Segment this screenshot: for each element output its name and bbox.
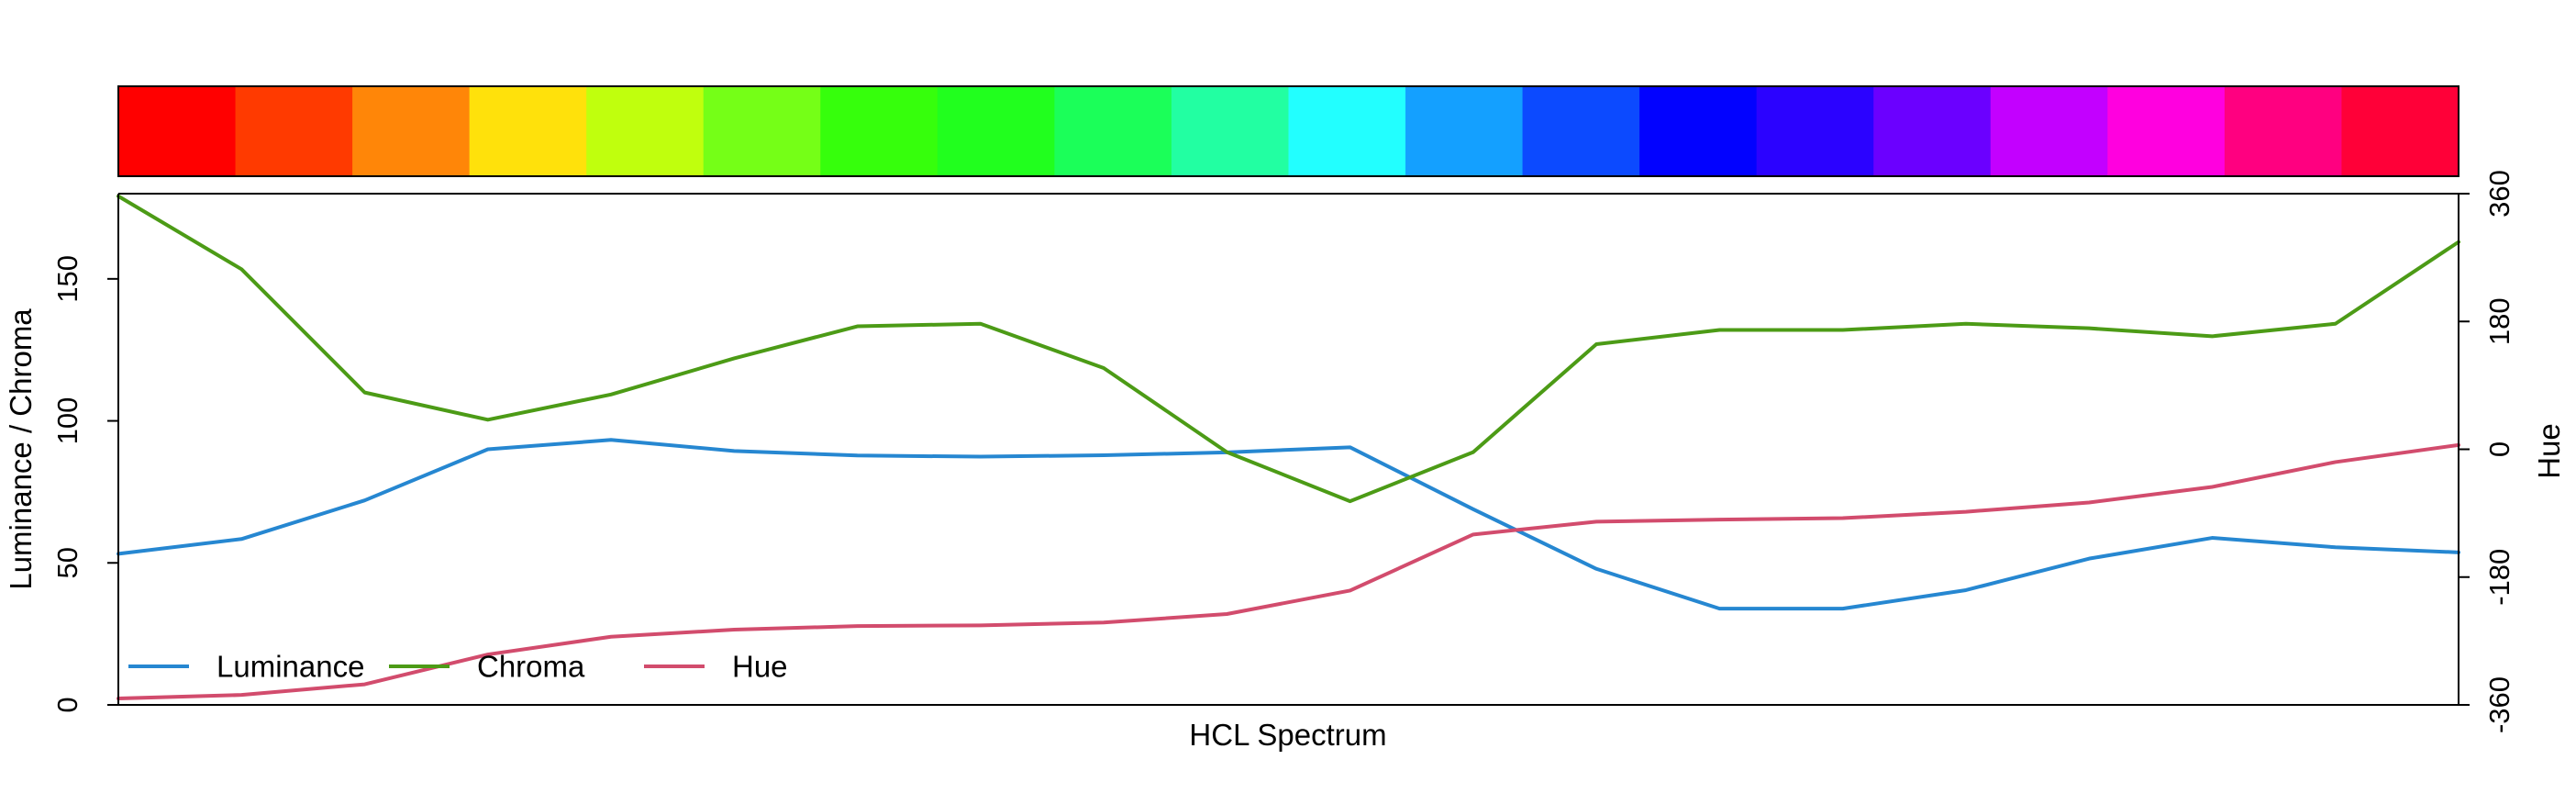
- color-swatch: [1288, 86, 1406, 176]
- color-swatch: [1639, 86, 1758, 176]
- right-axis-tick-label: 360: [2483, 170, 2515, 218]
- color-swatch: [1756, 86, 1874, 176]
- right-axis-tick-label: -180: [2483, 549, 2515, 606]
- right-axis-tick-label: -360: [2483, 676, 2515, 733]
- left-y-axis-title: Luminance / Chroma: [4, 308, 38, 590]
- left-y-axis: 0 50 100 150: [51, 194, 119, 713]
- color-swatch: [1054, 86, 1172, 176]
- right-axis-tick-label: 0: [2483, 441, 2515, 457]
- color-swatch: [937, 86, 1055, 176]
- color-swatch: [586, 86, 705, 176]
- color-swatch: [352, 86, 471, 176]
- plot-series-group: [117, 194, 2460, 701]
- color-swatch: [1171, 86, 1290, 176]
- right-y-axis-title: Hue: [2532, 423, 2566, 479]
- swatch-strip-border: [117, 85, 2459, 177]
- series-line-chroma: [117, 194, 2460, 504]
- color-swatch-strip: [118, 86, 2459, 176]
- legend-label-chroma: Chroma: [477, 650, 585, 684]
- left-axis-tick-label: 150: [51, 255, 83, 303]
- color-swatch: [1522, 86, 1640, 176]
- color-swatch: [820, 86, 938, 176]
- series-line-luminance: [117, 438, 2460, 611]
- right-y-axis: -360 -180 0 180 360: [2458, 170, 2515, 733]
- right-axis-tick-label: 180: [2483, 297, 2515, 345]
- color-swatch: [2224, 86, 2343, 176]
- left-axis-tick-label: 50: [51, 547, 83, 578]
- color-swatch: [469, 86, 587, 176]
- legend-label-luminance: Luminance: [217, 650, 364, 684]
- color-swatch: [1990, 86, 2108, 176]
- color-swatch: [2107, 86, 2226, 176]
- color-swatch: [235, 86, 353, 176]
- left-axis-tick-label: 100: [51, 397, 83, 445]
- x-axis-title: HCL Spectrum: [1189, 718, 1386, 752]
- color-swatch: [2341, 86, 2459, 176]
- left-axis-tick-label: 0: [51, 697, 83, 712]
- color-swatch: [118, 86, 237, 176]
- color-swatch: [1405, 86, 1524, 176]
- legend-label-hue: Hue: [732, 650, 788, 684]
- color-swatch: [703, 86, 821, 176]
- legend: Luminance Chroma Hue: [128, 650, 788, 684]
- color-swatch: [1873, 86, 1992, 176]
- series-line-hue: [117, 442, 2460, 701]
